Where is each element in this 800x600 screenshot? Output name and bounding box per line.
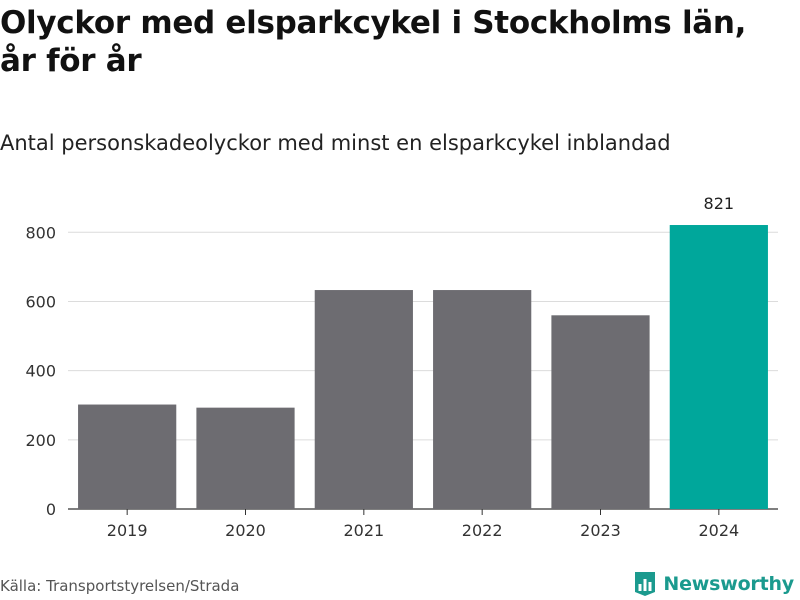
x-axis-ticks: 2019 2020 2021 2022 2023 2024 (107, 509, 739, 540)
x-tick-label: 2023 (580, 521, 621, 540)
x-tick-label: 2024 (698, 521, 739, 540)
bar-chart-logo-icon (635, 572, 656, 596)
y-tick-label: 200 (25, 431, 56, 450)
x-tick-label: 2019 (107, 521, 148, 540)
bar-2019 (78, 404, 177, 509)
y-tick-label: 800 (25, 223, 56, 242)
y-axis-ticks: 0 200 400 600 800 (25, 223, 56, 519)
bar-2022 (433, 290, 532, 509)
source-note: Källa: Transportstyrelsen/Strada (0, 577, 240, 595)
bar-2020 (196, 407, 295, 509)
bar-2021 (314, 290, 413, 509)
bar-chart: 0 200 400 600 800 2019 2020 2021 2022 2023 2024 8… (25, 194, 778, 540)
gridlines (68, 231, 778, 510)
x-tick-label: 2022 (462, 521, 503, 540)
chart-title: Olyckor med elsparkcykel i Stockholms lä… (0, 5, 747, 79)
bar-2023 (551, 315, 650, 509)
bar-2024 (669, 225, 768, 509)
data-label-2024: 821 (704, 194, 735, 213)
chart-subtitle: Antal personskadeolyckor med minst en el… (0, 131, 671, 155)
brand-name: Newsworthy (663, 573, 794, 595)
x-tick-label: 2020 (225, 521, 266, 540)
y-tick-label: 400 (25, 362, 56, 381)
x-tick-label: 2021 (343, 521, 384, 540)
data-labels: 821 (704, 194, 735, 213)
y-tick-label: 600 (25, 292, 56, 311)
brand-logo: Newsworthy (633, 568, 794, 600)
y-tick-label: 0 (46, 500, 56, 519)
bars (78, 225, 768, 509)
